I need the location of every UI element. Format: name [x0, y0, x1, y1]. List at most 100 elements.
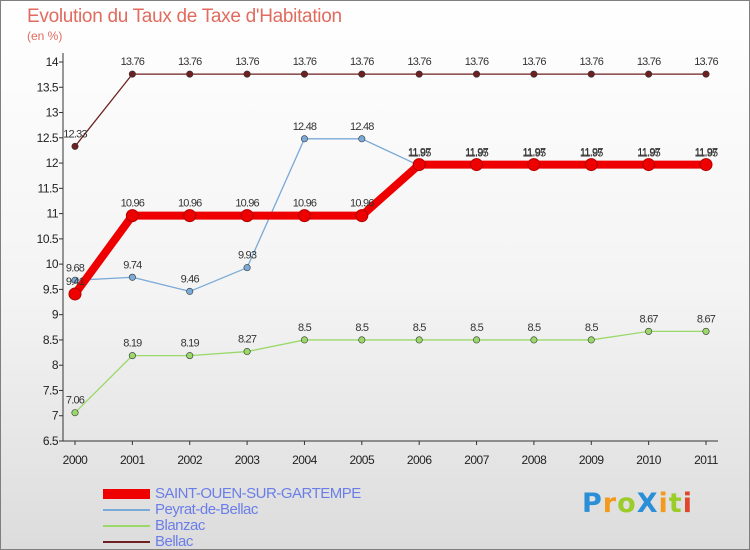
data-point-blanzac	[645, 327, 653, 335]
data-point-blanzac	[415, 336, 423, 344]
data-label-peyrat-de-bellac: 12.48	[350, 121, 374, 133]
series-line-saint-ouen-sur-gartempe	[71, 160, 710, 298]
data-label-bellac: 13.76	[465, 56, 489, 68]
data-point-saint-ouen-sur-gartempe	[183, 209, 197, 223]
x-tick-label: 2005	[349, 453, 375, 467]
data-point-saint-ouen-sur-gartempe	[355, 209, 369, 223]
data-label-blanzac: 8.67	[640, 313, 659, 325]
data-label-saint-ouen-sur-gartempe: 11.97	[580, 147, 603, 159]
data-label-peyrat-de-bellac: 12.48	[293, 121, 317, 133]
x-tick-label: 2009	[579, 453, 605, 467]
data-label-saint-ouen-sur-gartempe: 10.96	[235, 198, 259, 210]
y-tick-label: 7	[52, 409, 59, 423]
y-tick-label: 13.5	[37, 80, 59, 94]
data-point-bellac	[300, 70, 308, 78]
data-label-blanzac: 8.5	[355, 322, 369, 334]
data-point-bellac	[587, 70, 595, 78]
y-tick-label: 6.5	[43, 434, 59, 448]
data-label-saint-ouen-sur-gartempe: 10.96	[121, 198, 145, 210]
data-label-blanzac: 8.67	[697, 313, 716, 325]
y-tick-label: 7.5	[43, 383, 59, 397]
data-label-peyrat-de-bellac: 9.74	[123, 259, 142, 271]
chart-title: Evolution du Taux de Taxe d'Habitation	[27, 6, 342, 27]
data-label-bellac: 13.76	[637, 56, 661, 68]
data-point-saint-ouen-sur-gartempe	[68, 287, 82, 301]
data-label-saint-ouen-sur-gartempe: 10.96	[293, 198, 317, 210]
legend-label: Peyrat-de-Bellac	[155, 501, 258, 518]
data-label-peyrat-de-bellac: 9.46	[181, 273, 200, 285]
data-point-blanzac	[702, 327, 710, 335]
chart-unit-label: (en %)	[27, 29, 63, 43]
data-label-blanzac: 8.27	[238, 334, 257, 346]
data-point-saint-ouen-sur-gartempe	[240, 209, 254, 223]
data-point-peyrat-de-bellac	[186, 287, 194, 295]
x-tick-label: 2006	[407, 453, 433, 467]
data-label-bellac: 13.76	[178, 56, 202, 68]
y-tick-label: 9	[52, 308, 59, 322]
x-tick-label: 2001	[120, 453, 146, 467]
data-label-saint-ouen-sur-gartempe: 10.96	[350, 198, 374, 210]
data-label-bellac: 13.76	[293, 56, 317, 68]
data-point-bellac	[645, 70, 653, 78]
y-tick-label: 8	[52, 358, 59, 372]
data-label-bellac: 13.76	[522, 56, 546, 68]
data-label-peyrat-de-bellac: 11.95	[523, 148, 546, 160]
data-point-peyrat-de-bellac	[358, 135, 366, 143]
y-tick-label: 13	[46, 106, 59, 120]
data-label-saint-ouen-sur-gartempe: 11.97	[523, 147, 546, 159]
data-point-saint-ouen-sur-gartempe	[584, 158, 598, 172]
data-point-saint-ouen-sur-gartempe	[297, 209, 311, 223]
data-label-bellac: 13.76	[121, 56, 145, 68]
data-point-bellac	[358, 70, 366, 78]
data-label-peyrat-de-bellac: 11.95	[580, 148, 603, 160]
series-line-bellac	[74, 73, 707, 148]
data-point-peyrat-de-bellac	[128, 273, 136, 281]
data-label-blanzac: 8.5	[585, 322, 599, 334]
y-tick-label: 11.5	[38, 181, 59, 195]
data-point-blanzac	[71, 409, 79, 417]
data-point-saint-ouen-sur-gartempe	[642, 158, 656, 172]
x-tick-label: 2000	[63, 453, 89, 467]
data-point-bellac	[702, 70, 710, 78]
x-tick-label: 2011	[694, 453, 719, 467]
legend-label: Blanzac	[155, 517, 205, 534]
data-label-peyrat-de-bellac: 11.95	[695, 148, 718, 160]
data-point-bellac	[128, 70, 136, 78]
y-tick-label: 12	[46, 156, 59, 170]
data-label-saint-ouen-sur-gartempe: 11.97	[695, 147, 718, 159]
legend-label: SAINT-OUEN-SUR-GARTEMPE	[155, 485, 361, 502]
data-point-bellac	[530, 70, 538, 78]
data-point-bellac	[473, 70, 481, 78]
y-tick-label: 14	[46, 55, 59, 69]
data-point-blanzac	[358, 336, 366, 344]
data-label-blanzac: 8.5	[413, 322, 427, 334]
data-point-blanzac	[473, 336, 481, 344]
data-label-blanzac: 8.19	[181, 338, 200, 350]
y-tick-label: 12.5	[37, 131, 59, 145]
logo-letter: X	[636, 488, 659, 519]
x-tick-label: 2010	[636, 453, 662, 467]
y-tick-label: 11	[47, 207, 59, 221]
x-tick-label: 2007	[464, 453, 490, 467]
logo-letter: P	[582, 488, 603, 519]
data-point-bellac	[243, 70, 251, 78]
data-label-peyrat-de-bellac: 11.95	[637, 148, 660, 160]
data-label-saint-ouen-sur-gartempe: 9.41	[66, 276, 85, 288]
x-tick-label: 2002	[177, 453, 203, 467]
data-label-saint-ouen-sur-gartempe: 11.97	[465, 147, 488, 159]
data-label-blanzac: 8.5	[527, 322, 541, 334]
legend-label: Bellac	[155, 533, 193, 550]
data-point-saint-ouen-sur-gartempe	[527, 158, 541, 172]
data-point-blanzac	[186, 352, 194, 360]
data-label-peyrat-de-bellac: 11.95	[408, 148, 431, 160]
data-label-blanzac: 7.06	[66, 395, 85, 407]
data-point-saint-ouen-sur-gartempe	[470, 158, 484, 172]
y-tick-label: 9.5	[43, 282, 59, 296]
x-tick-label: 2008	[522, 453, 548, 467]
data-label-bellac: 13.76	[235, 56, 259, 68]
data-label-bellac: 13.76	[580, 56, 604, 68]
y-tick-label: 10	[46, 257, 59, 271]
logo-letter: t	[668, 488, 683, 519]
data-label-bellac: 13.76	[350, 56, 374, 68]
